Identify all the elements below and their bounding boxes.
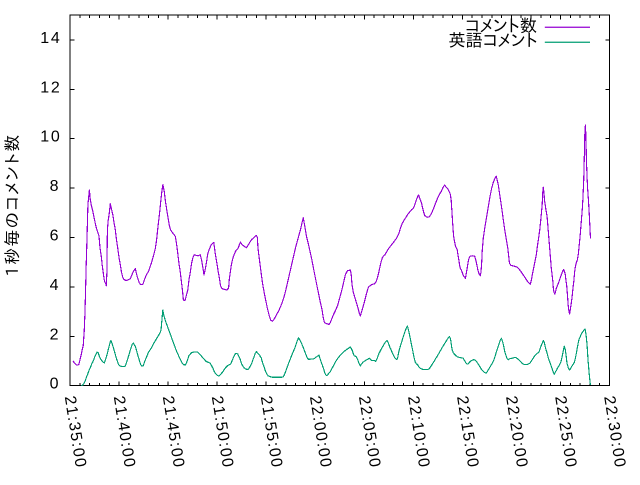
svg-text:6: 6	[50, 228, 61, 245]
svg-text:4: 4	[50, 277, 61, 294]
svg-text:0: 0	[50, 376, 61, 393]
svg-text:12: 12	[40, 79, 61, 96]
svg-text:2: 2	[50, 326, 61, 343]
svg-text:8: 8	[50, 178, 61, 195]
svg-text:14: 14	[40, 30, 61, 47]
svg-text:10: 10	[40, 129, 61, 146]
